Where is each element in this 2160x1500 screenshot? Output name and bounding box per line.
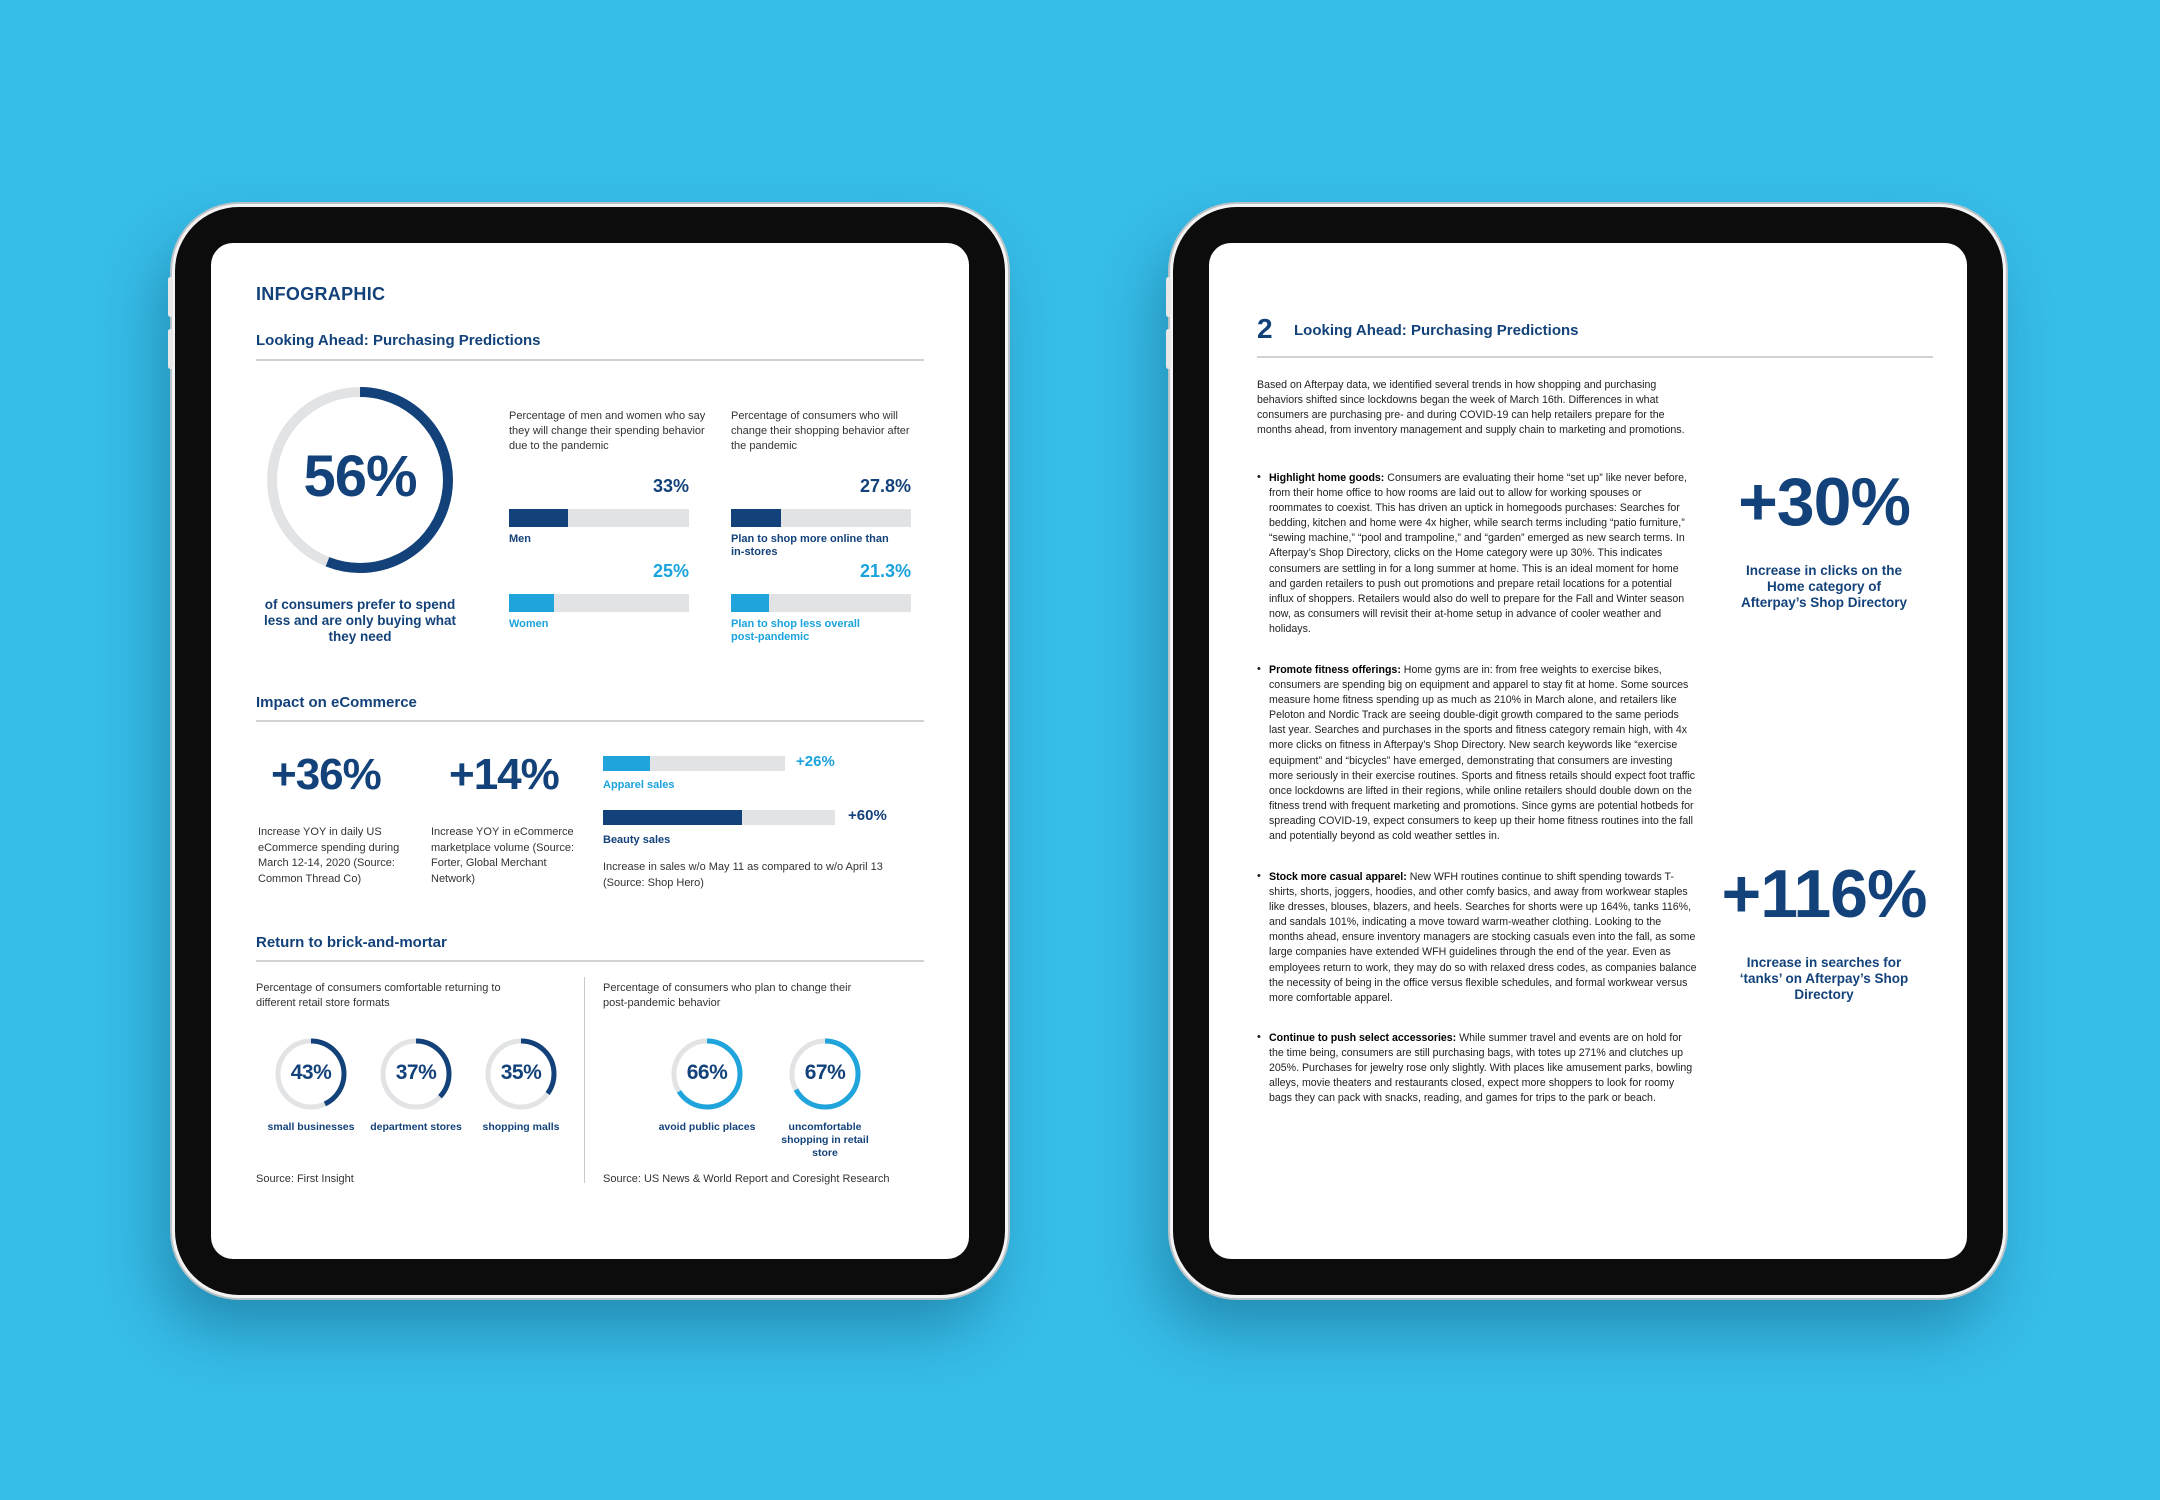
ring-value: 43% xyxy=(290,1061,332,1084)
bullet-heading: Promote fitness offerings: xyxy=(1269,664,1401,676)
ecom-stat-value: +36% xyxy=(271,750,382,799)
column-divider xyxy=(584,977,585,1183)
bar-value-online: 27.8% xyxy=(859,476,911,496)
bullet-dot: • xyxy=(1257,663,1261,675)
bar-men xyxy=(509,509,689,527)
section-title-purchasing: Looking Ahead: Purchasing Predictions xyxy=(256,332,541,349)
section-title-ecommerce: Impact on eCommerce xyxy=(256,694,417,711)
ring-label: small businesses xyxy=(267,1121,355,1133)
callout-caption-tanks: Increase in searches for ‘tanks’ on Afte… xyxy=(1739,955,1909,1002)
ring-chart xyxy=(789,1038,861,1110)
bar-label-apparel: Apparel sales xyxy=(603,779,675,791)
bar-value-women: 25% xyxy=(652,561,689,581)
bar-fill xyxy=(731,509,782,527)
bar-apparel xyxy=(603,756,785,771)
formats-source: Source: First Insight xyxy=(256,1173,354,1185)
ring-arc xyxy=(671,1038,743,1110)
section-title-brick: Return to brick-and-mortar xyxy=(256,934,447,951)
bullet-heading: Highlight home goods: xyxy=(1269,472,1385,484)
divider xyxy=(1257,356,1933,358)
ecom-stat-desc: Increase YOY in eCommerce marketplace vo… xyxy=(431,826,575,885)
bar-label-online: Plan to shop more online than in-stores xyxy=(731,533,889,558)
bullet-dot: • xyxy=(1257,471,1261,483)
right-tablet: 2 Looking Ahead: Purchasing Predictions … xyxy=(1166,207,2003,1295)
ring-label: avoid public places xyxy=(658,1121,756,1133)
bullet-text: New WFH routines continue to shift spend… xyxy=(1269,871,1697,1004)
bullet-text: Consumers are evaluating their home “set… xyxy=(1269,472,1688,635)
ring-label: uncomfortable shopping in retail store xyxy=(781,1121,869,1159)
ring-arc xyxy=(485,1038,557,1110)
bar-label-women: Women xyxy=(509,618,549,630)
bar-fill xyxy=(603,810,743,825)
tablet-side-button xyxy=(168,277,173,317)
plan-intro: Percentage of consumers who will change … xyxy=(731,410,910,452)
divider xyxy=(256,720,924,722)
bar-value-apparel: +26% xyxy=(796,753,835,770)
bullet-text: While summer travel and events are on ho… xyxy=(1269,1032,1693,1105)
formats-intro: Percentage of consumers comfortable retu… xyxy=(256,982,501,1009)
bar-women xyxy=(509,594,689,612)
bullet-heading: Stock more casual apparel: xyxy=(1269,871,1407,883)
ring-arc xyxy=(380,1038,452,1110)
bullet-text: Home gyms are in: from free weights to e… xyxy=(1269,664,1696,843)
page-number: 2 xyxy=(1257,313,1273,344)
tablet-side-button xyxy=(168,329,173,369)
bar-fill xyxy=(509,509,569,527)
ring-value: 35% xyxy=(500,1061,542,1084)
gender-intro: Percentage of men and women who say they… xyxy=(509,410,706,452)
sales-note: Increase in sales w/o May 11 as compared… xyxy=(603,861,883,889)
ring-value: 66% xyxy=(686,1061,728,1084)
bar-label-less: Plan to shop less overall post-pandemic xyxy=(731,618,860,643)
callout-caption-home: Increase in clicks on the Home category … xyxy=(1740,563,1908,610)
ring-chart xyxy=(275,1038,347,1110)
tablet-side-button xyxy=(1166,329,1171,369)
left-page: INFOGRAPHIC Looking Ahead: Purchasing Pr… xyxy=(211,243,969,1259)
ring-chart xyxy=(485,1038,557,1110)
bullet-apparel: Stock more casual apparel: New WFH routi… xyxy=(1269,870,1697,1006)
bar-label-beauty: Beauty sales xyxy=(603,834,671,846)
bullet-dot: • xyxy=(1257,1031,1261,1043)
callout-value-tanks: +116% xyxy=(1721,856,1928,932)
bullet-heading: Continue to push select accessories: xyxy=(1269,1032,1457,1044)
bar-fill xyxy=(731,594,770,612)
bar-value-men: 33% xyxy=(652,476,689,496)
behavior-source: Source: US News & World Report and Cores… xyxy=(603,1173,890,1185)
ring-arc xyxy=(275,1038,347,1110)
bar-fill xyxy=(509,594,554,612)
left-tablet: INFOGRAPHIC Looking Ahead: Purchasing Pr… xyxy=(168,207,1005,1295)
ring-arc xyxy=(789,1038,861,1110)
ring-label: department stores xyxy=(370,1121,462,1133)
ring-value: 67% xyxy=(804,1061,846,1084)
divider xyxy=(256,960,924,962)
main-stat-value: 56% xyxy=(303,444,417,509)
main-stat-caption: of consumers prefer to spend less and ar… xyxy=(263,597,457,644)
callout-value-home: +30% xyxy=(1738,464,1911,540)
ecom-stat-desc: Increase YOY in daily US eCommerce spend… xyxy=(258,826,400,885)
bar-label-men: Men xyxy=(509,533,531,545)
right-page-title: Looking Ahead: Purchasing Predictions xyxy=(1294,322,1579,339)
bullet-fitness: Promote fitness offerings: Home gyms are… xyxy=(1269,663,1697,844)
right-page: 2 Looking Ahead: Purchasing Predictions … xyxy=(1209,243,1967,1259)
bullet-home: Highlight home goods: Consumers are eval… xyxy=(1269,471,1697,637)
ring-chart xyxy=(671,1038,743,1110)
ecom-stat-value: +14% xyxy=(449,750,560,799)
page-label: INFOGRAPHIC xyxy=(256,284,386,304)
intro-paragraph: Based on Afterpay data, we identified se… xyxy=(1257,379,1685,437)
bar-value-beauty: +60% xyxy=(848,807,887,824)
behavior-intro: Percentage of consumers who plan to chan… xyxy=(603,982,852,1009)
ring-value: 37% xyxy=(395,1061,437,1084)
bar-less xyxy=(731,594,911,612)
tablet-side-button xyxy=(1166,277,1171,317)
main-donut-chart xyxy=(267,387,453,573)
ring-chart xyxy=(380,1038,452,1110)
ring-label: shopping malls xyxy=(482,1121,560,1133)
divider xyxy=(256,359,924,361)
bullet-dot: • xyxy=(1257,870,1261,882)
bullet-accessories: Continue to push select accessories: Whi… xyxy=(1269,1031,1697,1106)
donut-arc xyxy=(267,387,453,573)
bar-value-less: 21.3% xyxy=(859,561,911,581)
bar-fill xyxy=(603,756,651,771)
bar-online xyxy=(731,509,911,527)
bar-beauty xyxy=(603,810,835,825)
